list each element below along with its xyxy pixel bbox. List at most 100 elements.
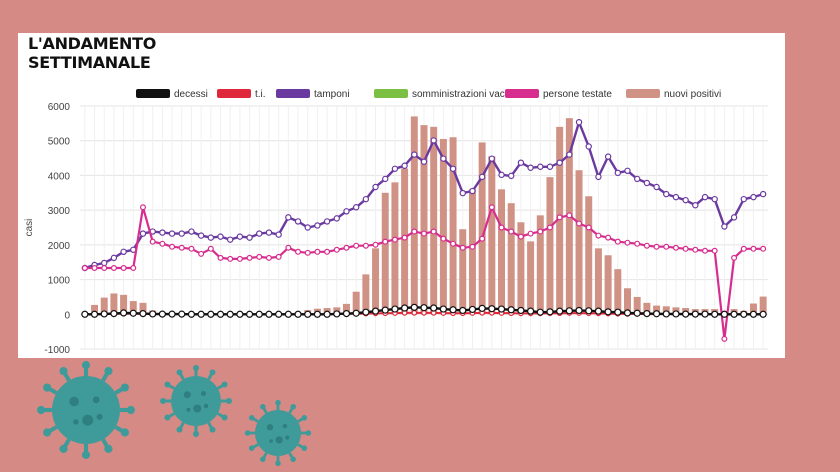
point-tamponi [197, 232, 205, 239]
point-decessi [313, 310, 322, 318]
point-decessi [672, 310, 680, 318]
point-persone_testate [760, 245, 767, 252]
left-tick-label: 6000 [48, 102, 71, 113]
virus-spike-tip [244, 430, 251, 436]
point-decessi [410, 303, 418, 311]
point-decessi [594, 307, 603, 315]
point-tamponi [527, 164, 534, 171]
point-tamponi [566, 151, 573, 158]
point-decessi [265, 310, 273, 318]
bar-nuovi-positivi [488, 156, 496, 315]
bar-nuovi-positivi [749, 303, 757, 315]
point-persone_testate [614, 238, 621, 245]
bar-nuovi-positivi [498, 189, 506, 315]
point-tamponi [585, 143, 592, 150]
virus-body [171, 376, 221, 426]
virus-spike-tip [226, 398, 232, 404]
left-tick-label: 2000 [48, 241, 71, 252]
bar-nuovi-positivi [759, 296, 767, 315]
point-tamponi [556, 159, 563, 166]
bar-nuovi-positivi [91, 304, 99, 315]
point-decessi [333, 310, 341, 318]
point-decessi [623, 309, 632, 317]
virus-spike-tip [248, 445, 255, 451]
point-decessi [129, 309, 137, 317]
point-persone_testate [353, 242, 360, 249]
point-tamponi [730, 214, 738, 221]
legend: decessi t.i. tamponi somministrazioni vacci… [136, 89, 721, 100]
virus-spike-tip [59, 367, 68, 376]
virus-spike-tip [104, 367, 113, 376]
point-tamponi [110, 254, 118, 262]
point-persone_testate [488, 204, 495, 211]
point-persone_testate [149, 238, 156, 245]
point-decessi [546, 308, 554, 316]
bar-nuovi-positivi [391, 182, 399, 315]
bar-nuovi-positivi [585, 196, 593, 315]
point-persone_testate [159, 240, 166, 247]
point-persone_testate [459, 244, 466, 251]
point-tamponi [517, 159, 525, 166]
point-decessi [430, 304, 438, 312]
point-decessi [711, 310, 719, 318]
point-persone_testate [324, 248, 331, 255]
virus-spike-tip [260, 456, 266, 463]
point-decessi [614, 308, 622, 316]
virus-spot [69, 396, 79, 407]
point-tamponi [226, 236, 234, 243]
virus-illustrations [37, 361, 312, 467]
virus-icon-medium [160, 365, 232, 437]
point-decessi [459, 306, 467, 315]
point-decessi [478, 304, 486, 312]
point-tamponi [236, 233, 244, 240]
point-persone_testate [421, 230, 428, 237]
point-decessi [178, 310, 186, 318]
y-axis-label: casi [24, 219, 35, 237]
point-decessi [556, 307, 564, 315]
bar-nuovi-positivi [517, 222, 525, 315]
point-decessi [139, 309, 147, 318]
point-persone_testate [120, 265, 127, 272]
bar-nuovi-positivi [468, 189, 476, 315]
point-ti [411, 310, 418, 316]
point-decessi [585, 307, 593, 315]
point-persone_testate [440, 235, 447, 242]
point-tamponi [449, 165, 457, 172]
point-decessi [449, 306, 457, 314]
point-tamponi [285, 214, 292, 221]
left-tick-label: 5000 [48, 137, 71, 148]
point-tamponi [440, 155, 447, 162]
point-persone_testate [169, 243, 176, 250]
point-persone_testate [236, 255, 243, 262]
legend-label-persone_testate: persone testate [543, 89, 612, 100]
point-tamponi [633, 175, 641, 183]
point-decessi [439, 305, 447, 313]
point-decessi [759, 310, 767, 318]
point-tamponi [265, 229, 273, 236]
virus-spike-tip [81, 361, 91, 370]
bar-nuovi-positivi [575, 170, 583, 315]
virus-icon-large [37, 361, 135, 459]
point-tamponi [314, 222, 321, 229]
point-decessi [294, 310, 302, 318]
point-tamponi [478, 173, 486, 181]
virus-spike-tip [81, 450, 91, 459]
virus-spike-tip [120, 383, 129, 392]
virus-spike-tip [160, 398, 166, 404]
point-decessi [497, 305, 506, 313]
bar-nuovi-positivi [420, 125, 428, 315]
point-tamponi [721, 223, 728, 230]
point-tamponi [188, 228, 195, 235]
left-tick-label: -1000 [44, 345, 70, 356]
point-decessi [420, 304, 428, 312]
legend-label-tamponi: tamponi [314, 89, 350, 100]
bar-nuovi-positivi [410, 116, 418, 315]
point-tamponi [159, 229, 166, 236]
point-persone_testate [546, 224, 553, 231]
virus-spot [269, 439, 273, 443]
point-persone_testate [721, 335, 728, 342]
bar-nuovi-positivi [662, 306, 670, 315]
virus-spike-tip [290, 456, 296, 463]
legend-label-decessi: decessi [174, 89, 208, 100]
legend-label-nuovi_positivi: nuovi positivi [664, 89, 721, 100]
